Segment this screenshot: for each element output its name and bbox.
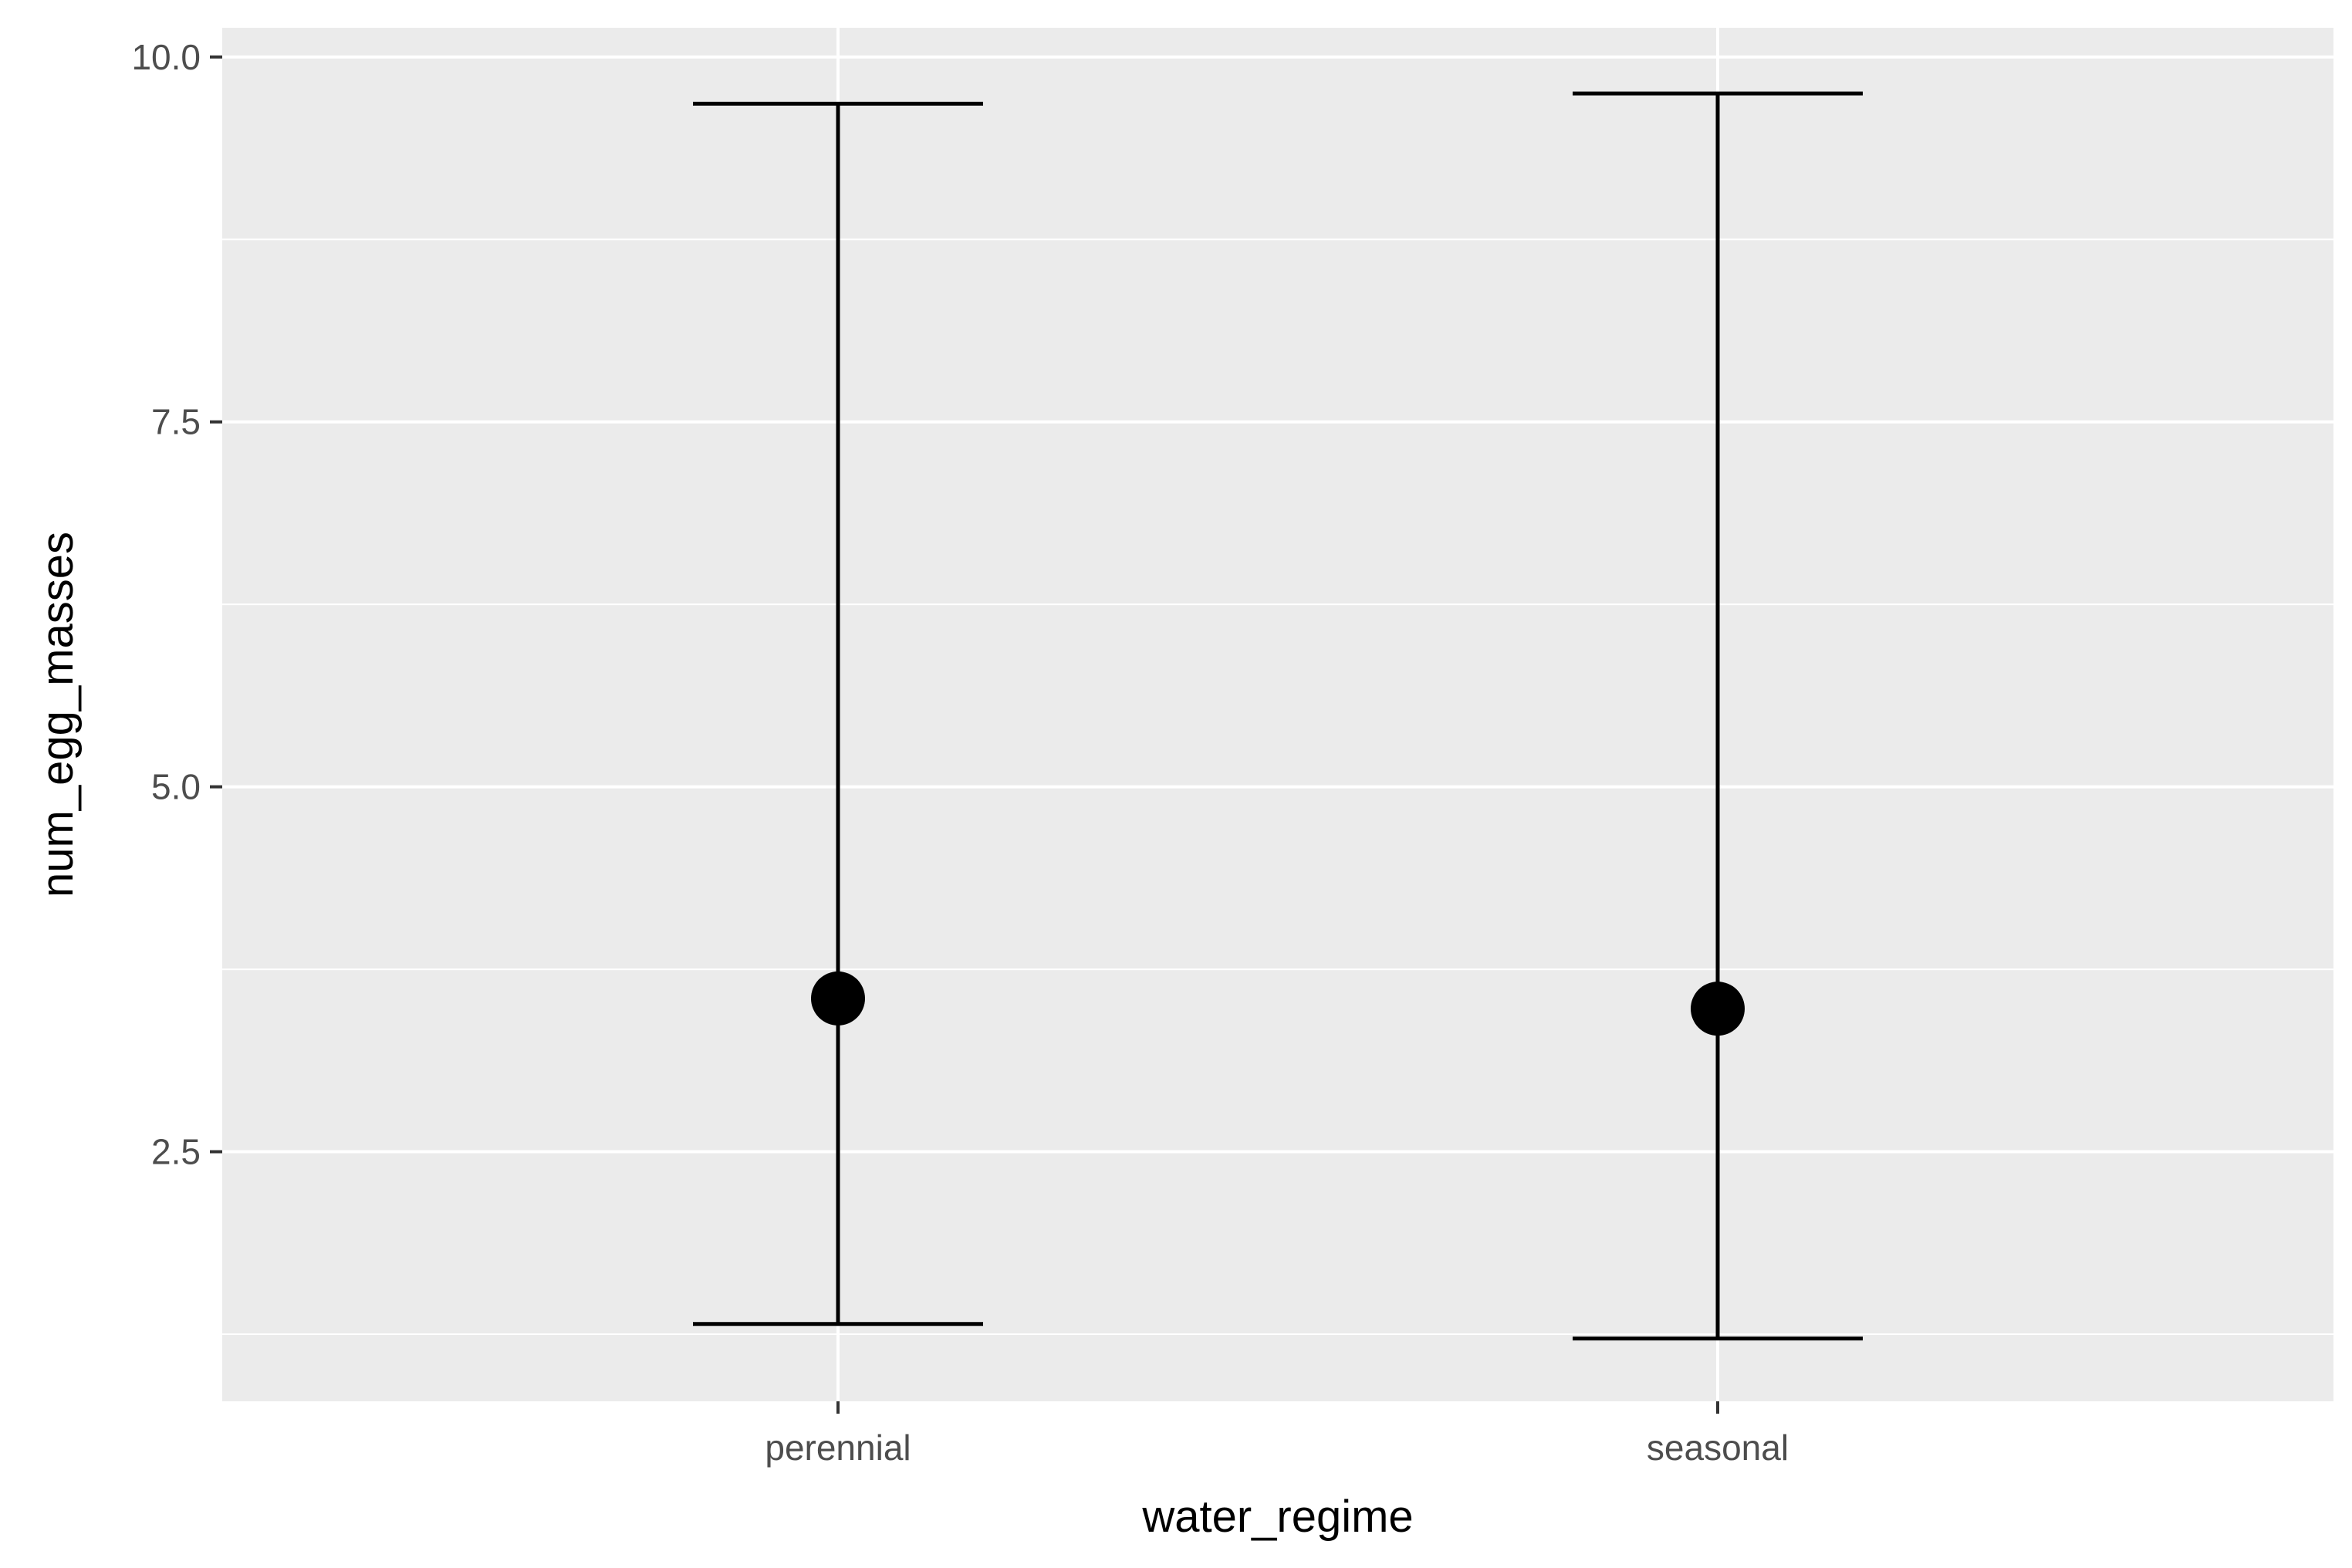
y-axis-title: num_egg_masses [32,532,83,897]
y-tick-label: 10.0 [131,37,201,77]
y-tick-label: 7.5 [151,402,201,442]
point-perennial [811,971,865,1026]
plot-panel [222,28,2333,1401]
y-tick-label: 5.0 [151,767,201,807]
minor-gridlines [222,238,2333,1335]
x-tick-label: seasonal [1647,1428,1789,1468]
point-seasonal [1691,982,1745,1036]
y-tick-label: 2.5 [151,1132,201,1172]
y-axis: 2.5 5.0 7.5 10.0 [131,37,222,1172]
x-axis: perennial seasonal [765,1401,1789,1468]
x-axis-title: water_regime [1141,1492,1413,1542]
data-marks [693,91,1863,1341]
x-tick-label: perennial [765,1428,911,1468]
